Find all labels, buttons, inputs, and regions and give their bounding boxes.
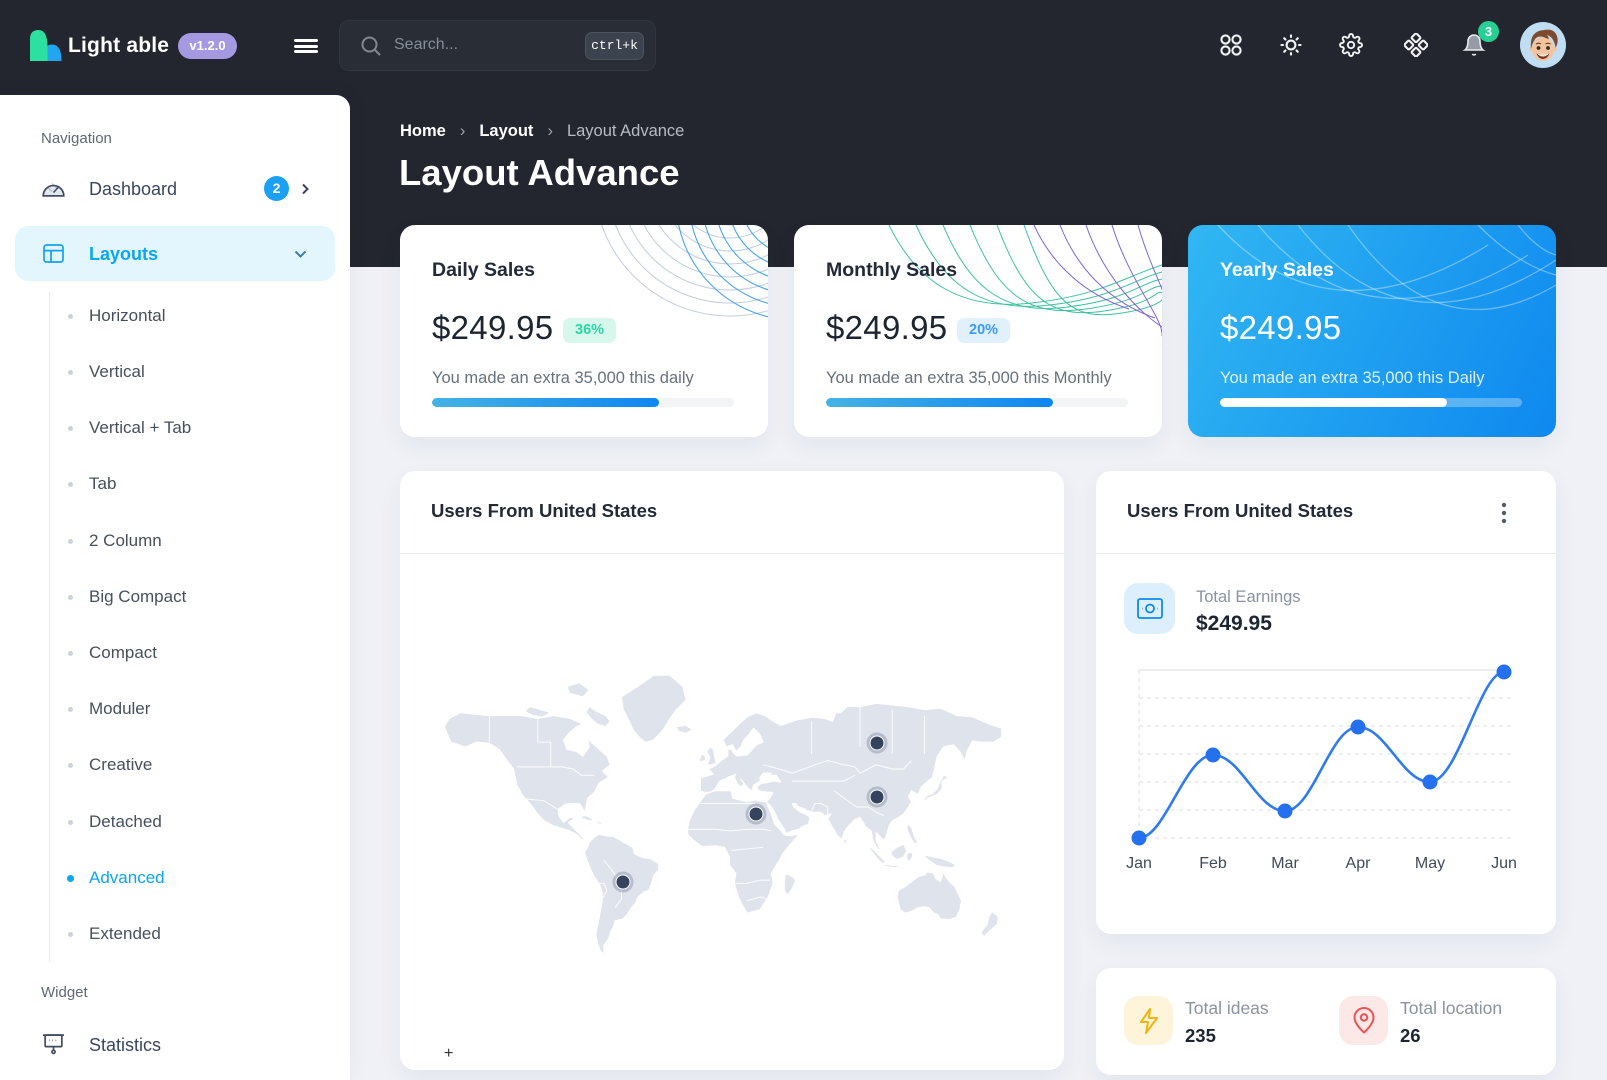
- svg-text:Jun: Jun: [1491, 855, 1517, 872]
- svg-text:May: May: [1415, 855, 1445, 872]
- svg-text:Apr: Apr: [1346, 855, 1372, 872]
- svg-text:Jan: Jan: [1126, 855, 1152, 872]
- svg-text:Mar: Mar: [1271, 855, 1299, 872]
- svg-text:Feb: Feb: [1199, 855, 1227, 872]
